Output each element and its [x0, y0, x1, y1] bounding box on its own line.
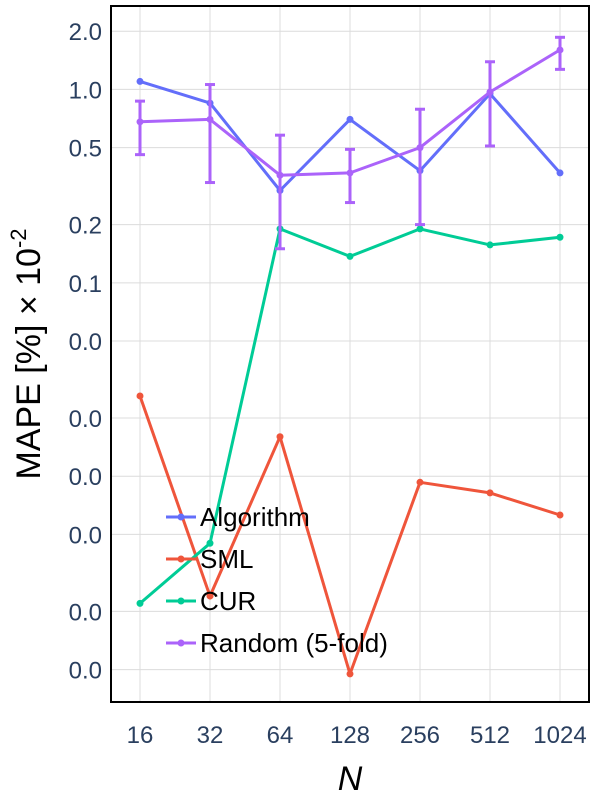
legend-label-sml: SML: [200, 544, 253, 574]
x-tick-label-128: 128: [330, 722, 370, 749]
axis-layer: 16 32 64 128 256 512 1024 0.0 0.0 0.0 0.0 0.0 0.0 0.1…: [69, 5, 590, 749]
data-point-sml-512: [486, 489, 494, 497]
y-tick-label-0: 0.0: [69, 658, 102, 685]
data-point-cur-128: [346, 252, 354, 260]
x-axis-title: N: [338, 760, 363, 798]
data-point-random-5-fold-1024: [556, 46, 564, 54]
grid-layer: [111, 6, 589, 702]
data-point-random-5-fold-512: [486, 88, 494, 96]
y-tick-label-6: 0.1: [69, 271, 102, 298]
legend-marker-sml: [177, 555, 185, 563]
data-point-cur-512: [486, 241, 494, 249]
data-point-sml-16: [136, 392, 144, 400]
x-tick-label-32: 32: [197, 722, 224, 749]
legend-marker-algorithm: [177, 513, 185, 521]
legend-label-algorithm: Algorithm: [200, 502, 310, 532]
y-tick-label-7: 0.2: [69, 213, 102, 240]
data-point-cur-1024: [556, 233, 564, 241]
data-point-random-5-fold-16: [136, 118, 144, 126]
data-point-cur-256: [416, 225, 424, 233]
y-axis-title-exponent: -2: [6, 228, 31, 248]
data-point-sml-1024: [556, 511, 564, 519]
data-point-random-5-fold-64: [276, 171, 284, 179]
y-tick-label-2: 0.0: [69, 522, 102, 549]
series-layer: [135, 35, 565, 678]
y-tick-label-5: 0.0: [69, 329, 102, 356]
legend-label-cur: CUR: [200, 586, 256, 616]
y-tick-label-10: 2.0: [69, 19, 102, 46]
x-tick-label-1024: 1024: [533, 722, 586, 749]
data-point-sml-32: [206, 592, 214, 600]
data-point-random-5-fold-128: [346, 169, 354, 177]
data-point-sml-256: [416, 478, 424, 486]
y-tick-label-9: 1.0: [69, 77, 102, 104]
x-tick-label-512: 512: [470, 722, 510, 749]
y-tick-label-1: 0.0: [69, 599, 102, 626]
data-point-random-5-fold-32: [206, 115, 214, 123]
data-point-algorithm-16: [136, 77, 144, 85]
y-tick-label-4: 0.0: [69, 406, 102, 433]
legend-marker-cur: [177, 597, 185, 605]
data-point-sml-64: [276, 433, 284, 441]
data-point-cur-32: [206, 539, 214, 547]
data-point-sml-128: [346, 670, 354, 678]
x-tick-label-64: 64: [267, 722, 294, 749]
y-tick-label-3: 0.0: [69, 464, 102, 491]
y-axis-title: MAPE [%] × 10-2: [6, 228, 48, 479]
data-point-cur-16: [136, 599, 144, 607]
data-point-algorithm-128: [346, 115, 354, 123]
legend-label-random-5-fold: Random (5-fold): [200, 628, 388, 658]
plot-frame: [110, 5, 590, 703]
legend: Algorithm SML CUR Random (5-fold): [166, 502, 388, 658]
y-axis-title-base: MAPE [%] × 10: [10, 248, 48, 480]
x-tick-label-256: 256: [400, 722, 440, 749]
x-tick-label-16: 16: [127, 722, 154, 749]
y-tick-label-8: 0.5: [69, 136, 102, 163]
data-point-algorithm-1024: [556, 169, 564, 177]
legend-marker-random-5-fold: [177, 639, 185, 647]
data-point-random-5-fold-256: [416, 144, 424, 152]
